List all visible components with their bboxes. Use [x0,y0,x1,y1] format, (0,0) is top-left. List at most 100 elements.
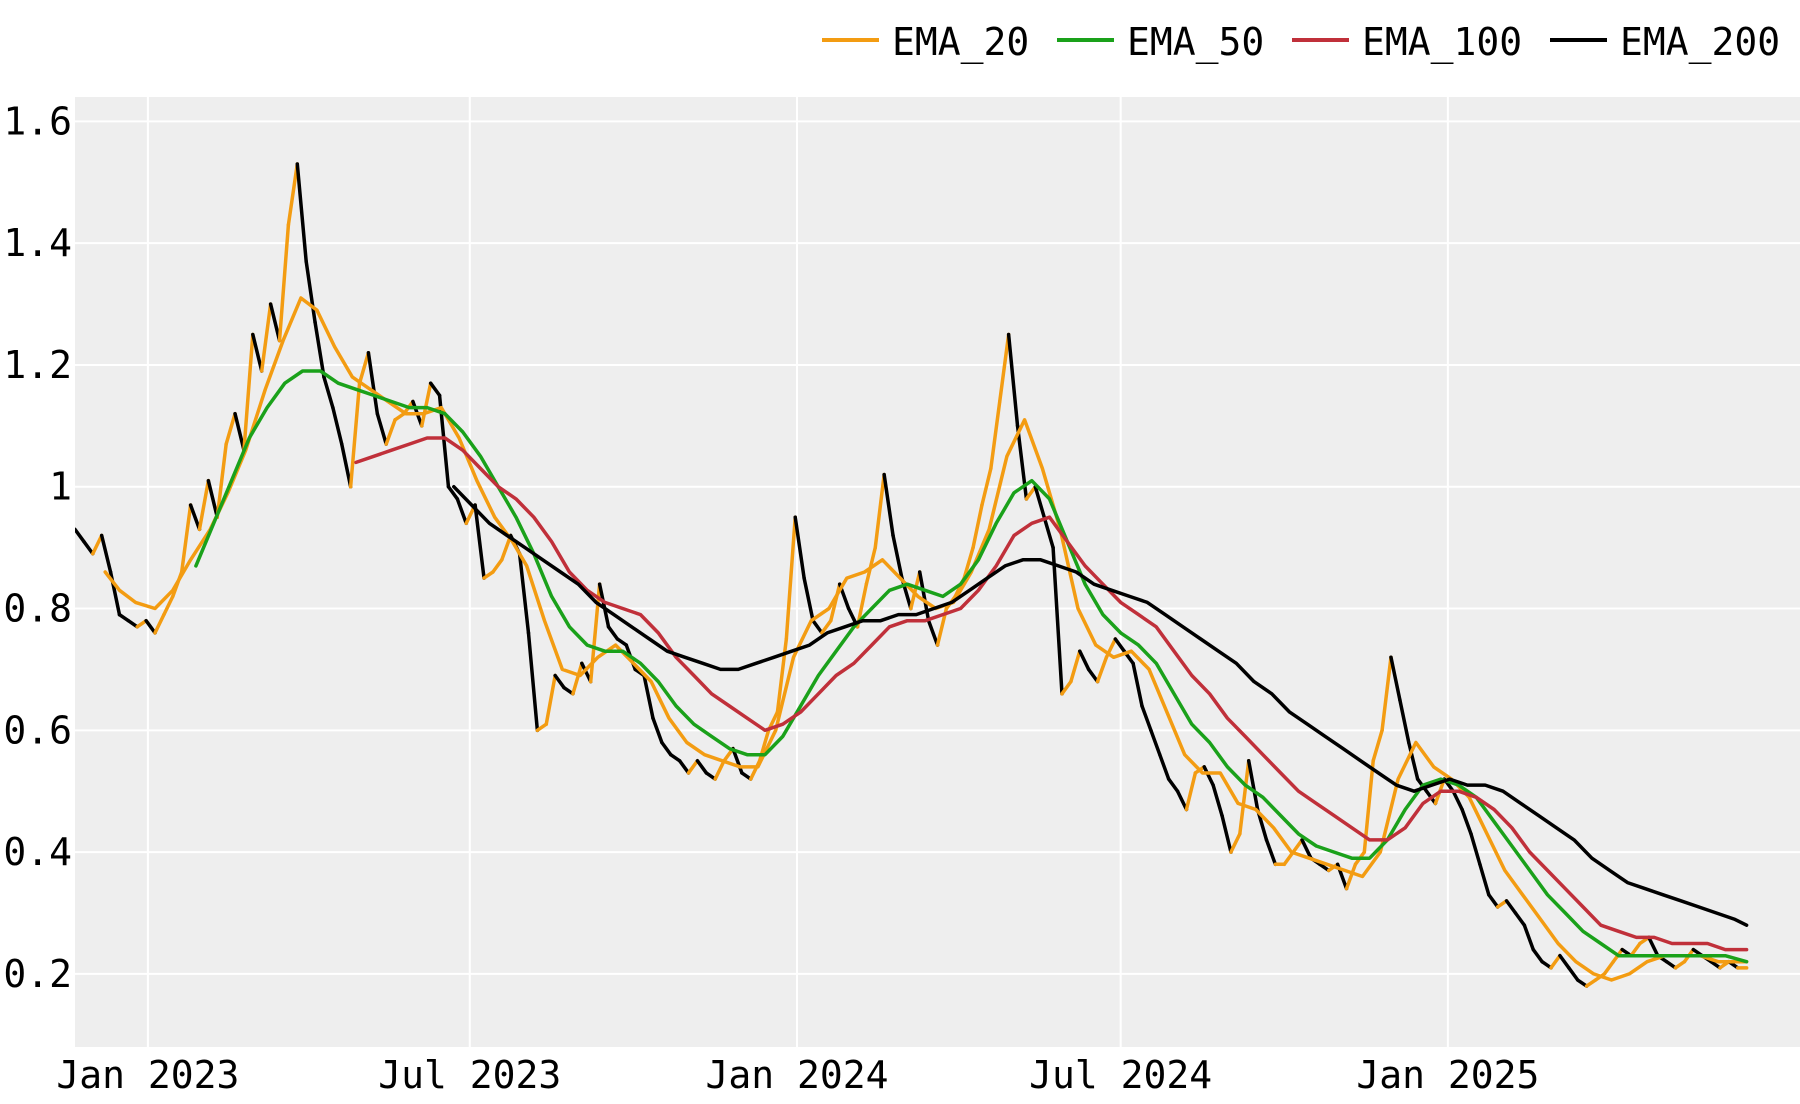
price-segment [1709,959,1722,970]
price-segment [126,618,139,629]
price-segment [1166,777,1180,793]
price-segment [331,405,344,446]
legend-label: EMA_20 [892,20,1029,65]
price-segment [740,771,753,781]
price-segment [75,527,86,544]
price-segment [144,618,157,635]
price-segment [1069,649,1082,684]
price-segment [1407,740,1420,781]
price-segment [1673,959,1687,970]
price-segment [535,722,549,733]
legend-label: EMA_200 [1620,20,1780,65]
legend-label: EMA_50 [1127,20,1264,65]
price-segment [233,411,246,452]
y-tick-label: 1.2 [3,343,72,387]
price-segment [668,752,682,763]
price-segment [1540,959,1553,970]
price-segment [295,162,308,264]
price-segment [873,472,886,550]
price-segment [784,515,797,641]
price-segment [1131,661,1144,708]
price-segment [473,503,486,580]
price-segment [980,466,993,507]
price-segment [962,545,975,580]
series-line-ema-200 [452,484,1749,927]
grid [75,97,1800,1047]
price-segment [1095,655,1109,684]
price-segment [544,673,557,726]
price-segment [1647,935,1660,958]
price-segment [1175,789,1189,812]
price-segment [1344,862,1358,891]
price-segment [1602,959,1616,976]
series-line-ema-50 [194,369,1749,964]
price-segment [660,740,673,757]
price-segment [820,618,833,635]
price-segment [1495,899,1509,909]
price-segment [1264,838,1278,867]
price-segment [1060,679,1073,696]
price-segment [197,478,211,532]
price-segment [1220,813,1233,854]
price-segment [322,375,335,410]
price-segment [162,594,175,617]
price-segment [1318,862,1331,873]
price-segment [206,478,220,519]
price-segment [99,533,113,574]
price-segment [384,418,397,446]
price-segment [1006,332,1020,428]
price-segment [989,399,1002,471]
price-segment [713,759,726,781]
price-segment [1460,807,1473,836]
price-series [75,162,1749,988]
price-segment [268,302,282,343]
price-segment [891,533,904,580]
price-segment [1149,728,1162,757]
price-segment [1558,953,1571,970]
price-segment [731,746,744,775]
price-segment [357,351,371,385]
price-segment [286,162,300,227]
price-segment [277,223,291,343]
price-segment [224,411,237,446]
price-segment [242,332,255,452]
x-tick-label: Jan 2024 [705,1053,888,1097]
x-tick-label: Jul 2023 [378,1053,561,1097]
y-tick-label: 0.6 [3,708,72,752]
price-segment [455,497,468,526]
price-segment [259,302,273,373]
price-segment [1202,765,1215,787]
price-segment [517,551,531,635]
price-segment [580,661,593,684]
price-segment [1513,911,1527,927]
price-segment [553,673,566,690]
price-segment [1380,655,1393,733]
price-segment [375,411,388,446]
price-segment [1086,667,1100,684]
price-segment [597,582,611,629]
price-segment [313,320,326,379]
price-segment [1531,947,1544,964]
y-tick-label: 1 [49,465,72,509]
price-segment [1504,899,1518,915]
x-tick-label: Jan 2023 [56,1053,239,1097]
price-segment [1246,759,1260,812]
price-segment [1469,832,1482,867]
legend-label: EMA_100 [1362,20,1522,65]
price-segment [1229,832,1242,854]
price-segment [153,612,166,635]
price-segment [677,759,691,775]
price-segment [1211,783,1224,818]
price-segment [793,515,806,580]
price-segment [802,576,815,623]
price-segment [1584,978,1598,988]
price-segment [882,472,895,538]
price-segment [571,661,584,696]
price-segment [1398,698,1411,745]
price-segment [366,351,380,416]
price-segment [909,570,922,611]
price-segment [1238,759,1251,836]
price-segment [997,332,1011,404]
